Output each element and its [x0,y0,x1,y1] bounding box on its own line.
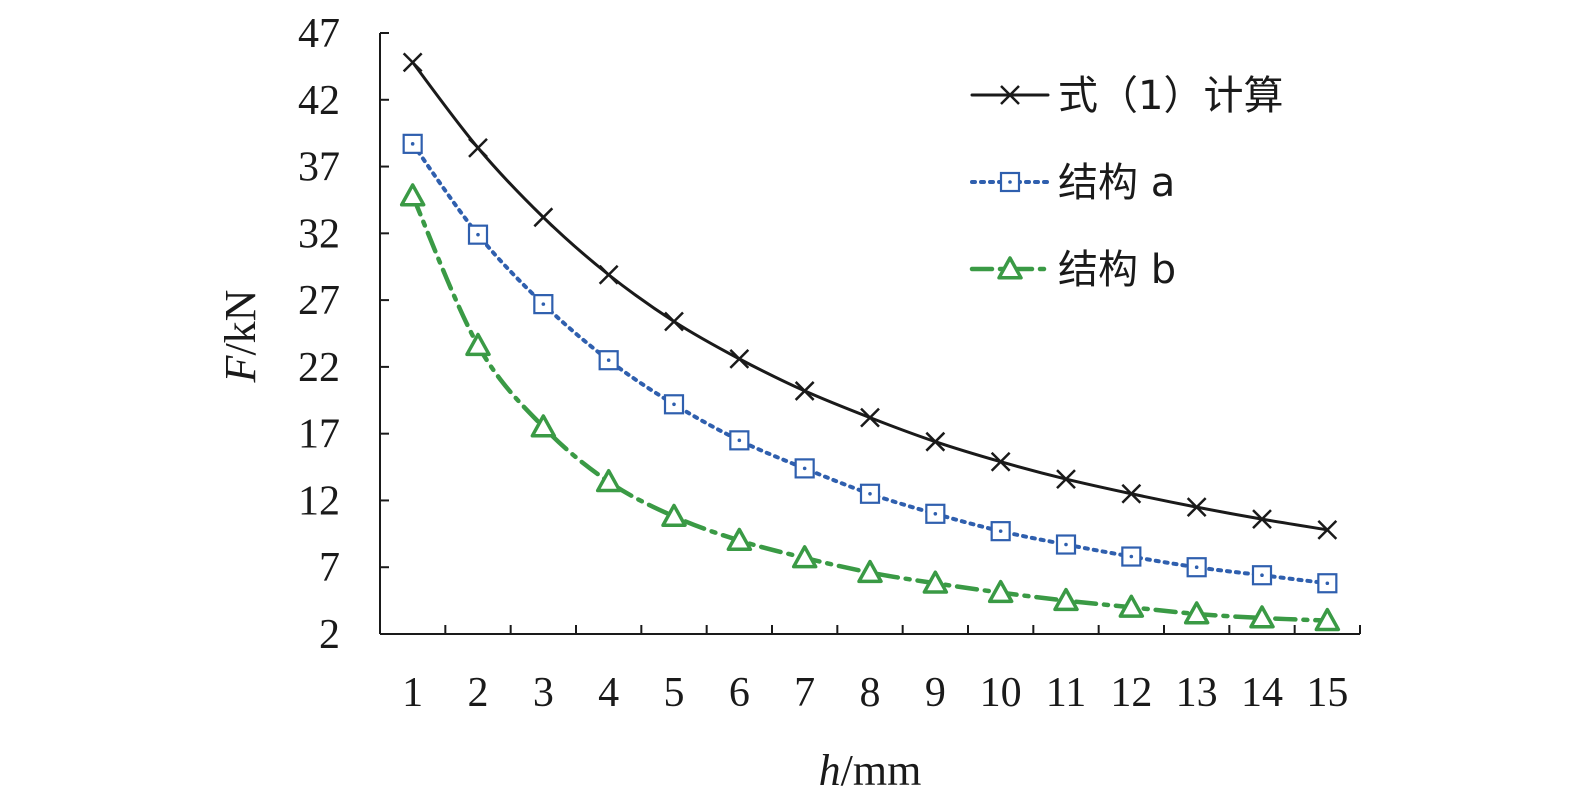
y-tick-label: 32 [298,211,340,257]
data-point-series-3 [726,527,753,552]
y-tick-label: 17 [298,412,340,458]
data-point-series-1 [794,381,815,401]
data-point-series-2-center [1260,573,1264,578]
series-lines [410,60,1330,623]
x-tick-label: 4 [598,670,619,716]
data-point-series-3 [661,503,687,528]
x-tick-label: 1 [402,670,423,716]
data-point-series-2-center [1064,542,1068,547]
axes [379,32,1361,635]
data-point-series-2-center [410,142,415,146]
data-point-series-2-center [1194,565,1199,570]
y-tick-label: 37 [298,145,340,191]
y-tick-label: 47 [298,11,340,57]
x-tick-label: 10 [980,670,1022,716]
data-point-series-2-center [998,529,1003,533]
data-point-series-2-center [541,302,546,306]
data-point-series-2-center [606,358,611,363]
legend-label-3: 结构 b [1058,247,1176,293]
data-point-series-3 [530,414,557,438]
data-point-series-1 [925,431,946,452]
data-point-series-1 [1252,509,1272,530]
y-axis-title: F/kN [216,290,265,384]
x-tick-label: 7 [794,670,815,716]
data-point-series-1 [1056,469,1076,489]
data-point-series-2-center [933,512,938,516]
data-point-series-2-center [737,438,742,443]
x-tick-label: 13 [1176,670,1218,716]
legend-marker-2-center [1008,180,1012,184]
x-axis-title: h/mm [819,746,922,795]
x-tick-labels: 1 2 3 4 5 6 7 8 9 10 11 12 13 14 15 [402,670,1348,716]
y-tick-label: 2 [319,612,340,658]
data-point-series-1 [860,407,880,428]
data-point-series-3 [399,183,426,207]
series-line-3 [410,193,1330,623]
data-point-series-3 [465,332,491,357]
data-point-series-3 [1118,594,1145,618]
data-point-series-2-center [1325,581,1330,586]
x-tick-label: 3 [533,670,554,716]
y-tick-label: 12 [298,478,340,524]
legend-marker-3 [997,256,1023,280]
data-point-series-2-center [802,466,807,471]
x-tick-label: 12 [1110,670,1152,716]
x-tick-label: 11 [1046,670,1086,716]
data-point-series-2-center [868,491,872,496]
data-point-series-1 [1186,497,1207,518]
legend-label-2: 结构 a [1058,160,1175,206]
series-markers [399,52,1341,632]
data-point-series-3 [1314,607,1341,632]
y-tick-label: 42 [298,78,340,124]
data-point-series-3 [922,570,949,594]
data-point-series-1 [598,264,619,285]
y-axis-variable: F [216,354,265,383]
x-tick-label: 2 [468,670,489,716]
data-point-series-1 [729,348,750,369]
data-point-series-1 [468,137,488,158]
data-point-series-2-center [1129,554,1134,559]
data-point-series-1 [1121,483,1142,504]
x-tick-label: 14 [1241,670,1283,716]
x-tick-label: 15 [1306,670,1348,716]
data-point-series-3 [987,579,1014,604]
data-point-series-1 [402,52,423,73]
data-point-series-3 [1053,587,1079,612]
x-tick-label: 9 [925,670,946,716]
x-tick-label: 6 [729,670,750,716]
data-point-series-1 [664,311,684,332]
data-point-series-2-center [476,232,480,237]
data-point-series-1 [1317,519,1338,540]
legend-label-1: 式（1）计算 [1058,73,1283,119]
data-point-series-2-center [672,402,676,407]
x-tick-label: 8 [860,670,881,716]
data-point-series-3 [1249,605,1275,629]
data-point-series-1 [533,207,554,228]
data-point-series-3 [791,545,818,569]
y-tick-label: 27 [298,278,340,324]
data-point-series-1 [990,451,1011,472]
y-tick-label: 7 [319,545,340,591]
data-point-series-3 [1183,601,1210,625]
data-point-series-3 [595,468,622,493]
legend-marker-1 [1000,85,1020,105]
x-axis-variable: h [819,746,841,795]
x-tick-label: 5 [664,670,685,716]
y-axis-unit: /kN [216,290,265,356]
x-axis-unit: /mm [841,746,922,795]
data-point-series-3 [857,559,883,584]
y-tick-label: 22 [298,345,340,391]
